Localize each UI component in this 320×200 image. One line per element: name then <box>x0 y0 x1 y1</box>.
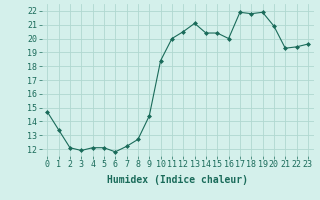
X-axis label: Humidex (Indice chaleur): Humidex (Indice chaleur) <box>107 175 248 185</box>
